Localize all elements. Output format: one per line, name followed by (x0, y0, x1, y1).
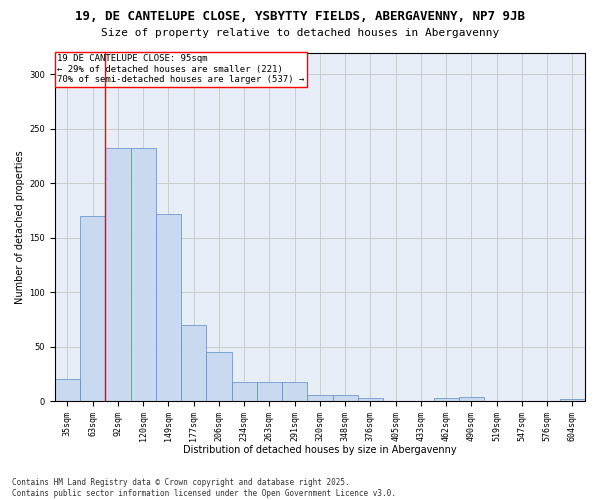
Text: 19 DE CANTELUPE CLOSE: 95sqm
← 29% of detached houses are smaller (221)
70% of s: 19 DE CANTELUPE CLOSE: 95sqm ← 29% of de… (58, 54, 305, 84)
Text: Contains HM Land Registry data © Crown copyright and database right 2025.
Contai: Contains HM Land Registry data © Crown c… (12, 478, 396, 498)
Bar (105, 148, 131, 401)
Bar (307, 394, 332, 401)
Bar (181, 325, 206, 401)
X-axis label: Distribution of detached houses by size in Abergavenny: Distribution of detached houses by size … (183, 445, 457, 455)
Bar (459, 397, 484, 401)
Text: Size of property relative to detached houses in Abergavenny: Size of property relative to detached ho… (101, 28, 499, 38)
Bar (55, 380, 80, 401)
Bar (232, 382, 257, 401)
Bar (156, 214, 181, 401)
Bar (206, 352, 232, 401)
Text: 19, DE CANTELUPE CLOSE, YSBYTTY FIELDS, ABERGAVENNY, NP7 9JB: 19, DE CANTELUPE CLOSE, YSBYTTY FIELDS, … (75, 10, 525, 23)
Bar (332, 394, 358, 401)
Bar (80, 216, 105, 401)
Bar (358, 398, 383, 401)
Bar (131, 148, 156, 401)
Bar (560, 399, 585, 401)
Bar (434, 398, 459, 401)
Y-axis label: Number of detached properties: Number of detached properties (15, 150, 25, 304)
Bar (282, 382, 307, 401)
Bar (257, 382, 282, 401)
